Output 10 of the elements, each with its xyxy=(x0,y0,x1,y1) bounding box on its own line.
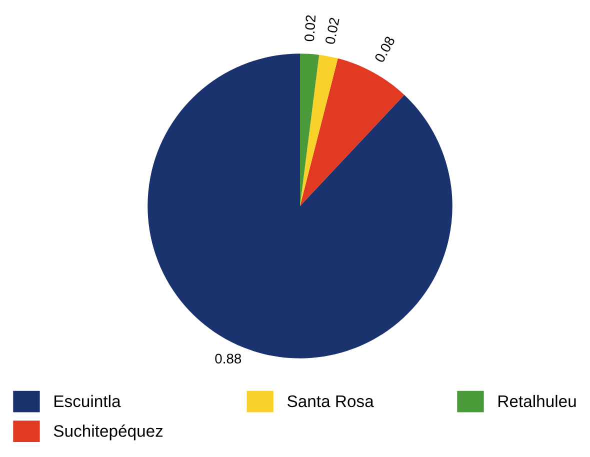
data-label: 0.02 xyxy=(324,17,340,45)
data-label: 0.88 xyxy=(215,354,242,364)
legend-label: Retalhuleu xyxy=(498,394,576,408)
pie-slice xyxy=(300,54,320,206)
pie-slice xyxy=(300,54,338,206)
legend-label: Suchitepéquez xyxy=(54,424,163,440)
legend-label: Escuintla xyxy=(54,394,121,408)
data-label: 0.08 xyxy=(374,36,396,64)
data-label: 0.02 xyxy=(304,15,316,42)
legend-label: Santa Rosa xyxy=(288,395,374,408)
